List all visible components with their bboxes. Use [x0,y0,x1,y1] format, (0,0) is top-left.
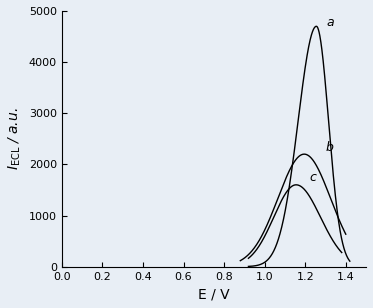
Y-axis label: $I_{\rm ECL}$ / a.u.: $I_{\rm ECL}$ / a.u. [7,107,23,170]
X-axis label: E / V: E / V [198,287,230,301]
Text: a: a [326,16,334,29]
Text: c: c [309,171,316,184]
Text: b: b [326,141,333,154]
